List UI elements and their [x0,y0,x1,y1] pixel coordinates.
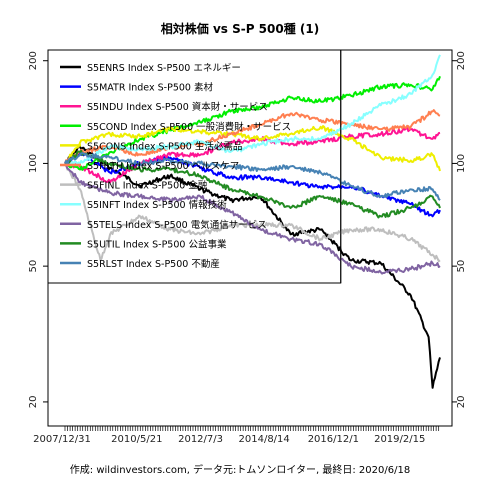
legend-label-10: S5UTIL Index S-P500 公益事業 [87,238,227,250]
legend-label-3: S5INDU Index S-P500 資本財・サービス [87,101,268,113]
x-axis: 2007/12/31 2010/5/21 2012/7/3 2014/8/14 2016… [33,425,440,445]
x-tick-label: 2019/2/15 [374,434,425,445]
legend-label-5: S5CONS Index S-P500 生活必需品 [87,140,242,152]
y-axis-left: 20 50 100 200 [28,51,49,409]
legend-label-7: S5FINL Index S-P500 金融 [87,180,208,192]
series-line-11 [64,152,441,201]
legend-label-4: S5COND Index S-P500 一般消費財・サービス [87,121,291,133]
x-tick-label: 2016/12/1 [308,434,359,445]
series-layer [64,54,441,389]
y-tick-label: 200 [28,51,39,70]
y-axis-right: 20 50 100 200 [451,51,467,409]
x-tick-label: 2012/7/3 [178,434,223,445]
chart-title: 相対株価 vs S-P 500種 (1) [161,21,319,36]
x-tick-label: 2007/12/31 [33,434,91,445]
series-line-4 [64,75,441,171]
series-line-3 [64,127,441,184]
legend-label-2: S5MATR Index S-P500 素材 [87,82,213,94]
series-line-8 [64,54,441,166]
chart-footer: 作成: wildinvestors.com, データ元:トムソンロイター, 最終… [70,463,410,476]
legend-label-1: S5ENRS Index S-P500 エネルギー [87,63,241,74]
y-tick-label: 100 [28,154,39,173]
series-line-10 [64,149,441,219]
legend: S5ENRS Index S-P500 エネルギー S5MATR Index S-… [47,49,342,284]
y-tick-label: 100 [456,154,467,173]
series-line-9 [64,162,441,275]
series-line-1 [64,145,441,389]
y-tick-label: 20 [456,396,467,409]
legend-label-9: S5TELS Index S-P500 電気通信サービス [87,219,267,231]
legend-label-8: S5INFT Index S-P500 情報技術 [87,199,227,211]
series-line-5 [64,125,441,172]
y-tick-label: 50 [28,260,39,273]
x-tick-label: 2014/8/14 [239,434,290,445]
legend-label-11: S5RLST Index S-P500 不動産 [87,258,220,270]
x-tick-label: 2010/5/21 [111,434,162,445]
legend-label-6: S5HLTH Index S-P500 ヘルスケア [87,161,239,172]
y-tick-label: 20 [28,396,39,409]
y-tick-label: 50 [456,260,467,273]
y-tick-label: 200 [456,51,467,70]
series-line-6 [64,109,441,164]
